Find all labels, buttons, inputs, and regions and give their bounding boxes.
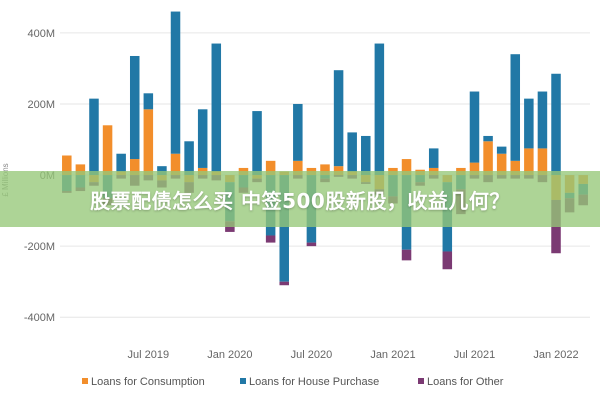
legend: Loans for Consumption Loans for House Pur… [82,376,504,388]
bar-consumption [524,148,534,176]
x-tick-label: Jan 2020 [207,349,252,361]
bar-house [428,148,439,168]
bar-consumption [469,162,480,176]
x-tick-label: Jan 2022 [533,349,578,361]
bar-house [211,43,222,172]
legend-swatch-house [240,378,246,384]
legend-label-consumption: Loans for Consumption [91,376,205,388]
bar-consumption [333,166,344,176]
bar-house [551,73,561,176]
bar-house [510,54,521,161]
legend-label-other: Loans for Other [427,376,504,388]
bar-consumption [537,148,548,176]
bar-house [524,98,534,149]
y-tick-label: -200M [24,241,55,253]
bar-house [333,70,344,167]
bar-other [279,281,289,286]
x-tick-label: Jul 2019 [128,349,170,361]
bar-consumption [265,160,276,176]
bar-consumption [62,155,72,176]
legend-label-house: Loans for House Purchase [249,376,379,388]
banner-text: 股票配债怎么买 中签500股新股，收益几何？ [90,188,510,213]
y-tick-label: -400M [24,312,55,324]
bar-other [306,242,317,247]
bar-consumption [401,159,412,176]
bar-consumption [510,160,521,176]
bar-consumption [102,125,113,176]
legend-swatch-other [418,378,424,384]
bar-consumption [143,109,154,176]
bars [62,11,588,286]
bar-house [483,135,493,142]
bar-other [442,251,453,270]
x-tick-label: Jul 2021 [454,349,496,361]
bar-house [293,103,303,161]
bar-house [537,91,548,149]
legend-swatch-consumption [82,378,88,384]
bar-consumption [483,141,493,176]
bar-house [252,111,262,176]
bar-house [184,141,194,176]
overlay-banner: 股票配债怎么买 中签500股新股，收益几何？ [0,171,600,227]
bar-consumption [320,164,330,176]
bar-house [157,166,167,176]
x-tick-label: Jan 2021 [370,349,415,361]
bar-house [469,91,480,163]
bar-house [143,93,154,110]
x-axis: Jul 2019 Jan 2020 Jul 2020 Jan 2021 Jul 2021… [128,349,579,361]
bar-consumption [129,159,140,176]
bar-house [89,98,99,176]
bar-house [347,132,357,172]
bar-other [265,235,276,243]
bar-house [170,11,181,154]
bar-consumption [170,153,181,176]
bar-consumption [293,160,303,176]
bar-house [279,175,289,282]
x-tick-label: Jul 2020 [291,349,333,361]
bar-house [361,135,371,176]
y-tick-label: 200M [27,99,55,111]
bar-other [401,249,412,261]
y-tick-label: 400M [27,28,55,40]
bar-house [116,153,126,172]
bar-house [496,146,507,154]
bar-consumption [496,153,507,176]
bar-consumption [75,164,86,176]
bar-house [129,55,140,160]
bar-house [197,109,208,168]
bar-house [374,43,385,176]
